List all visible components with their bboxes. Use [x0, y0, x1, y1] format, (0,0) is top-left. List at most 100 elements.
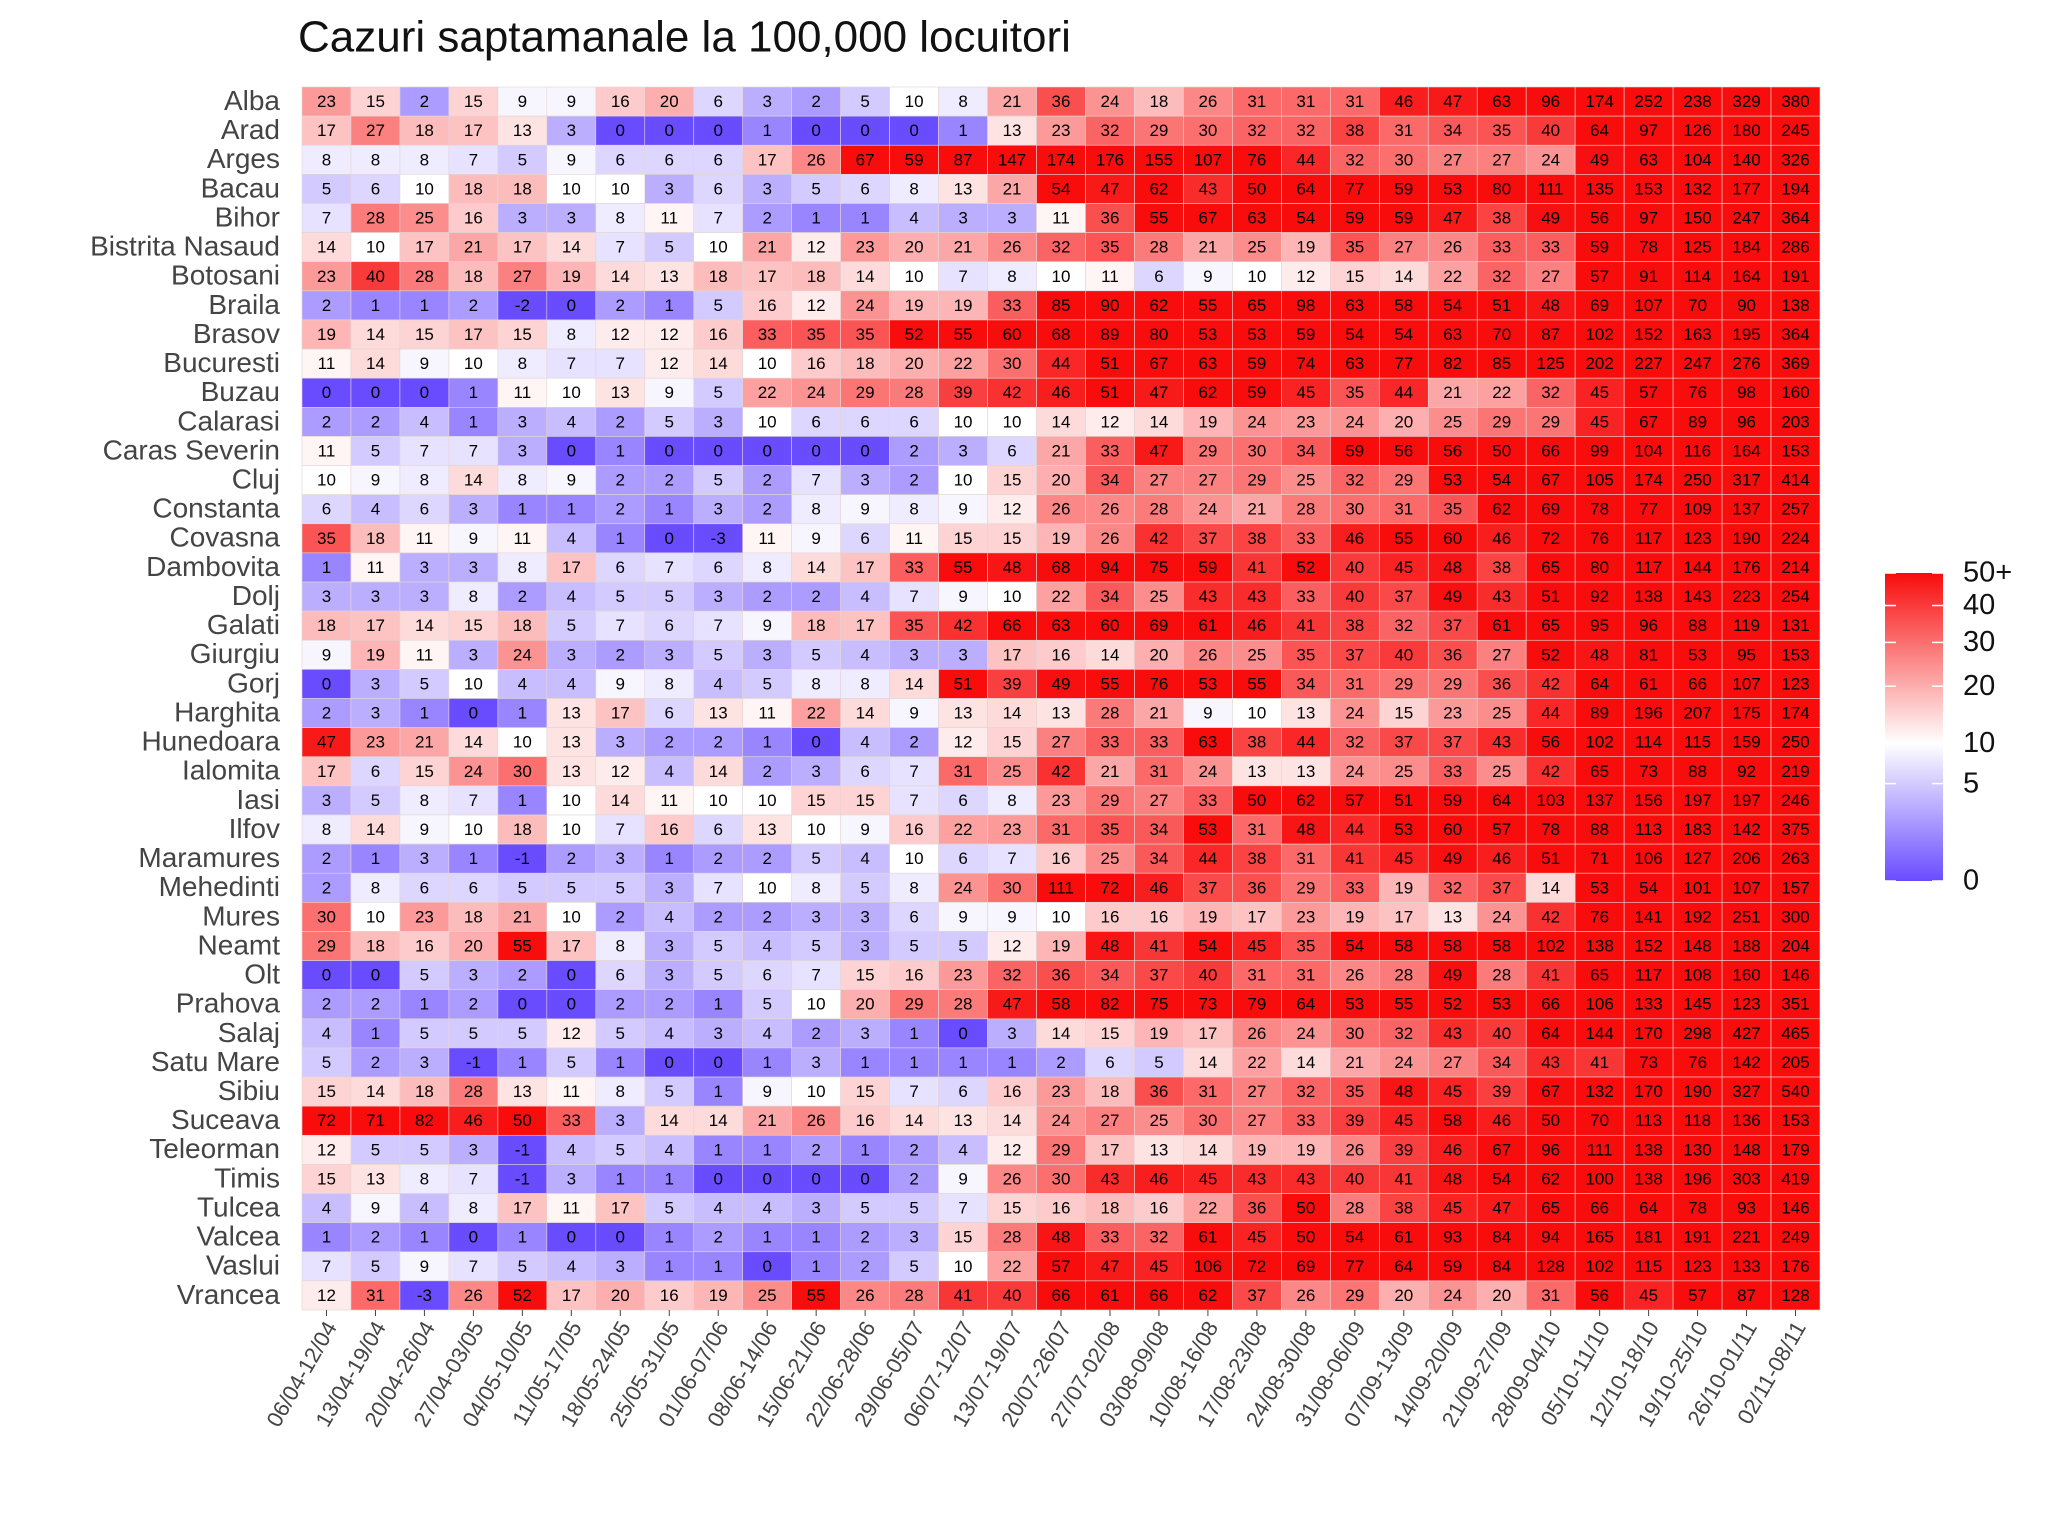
y-tick-label: Hunedoara — [141, 726, 280, 757]
cell-label: 14 — [1541, 878, 1560, 897]
heatmap-cell — [497, 232, 548, 263]
cell-label: 6 — [1154, 267, 1163, 286]
cell-label: 32 — [1149, 1228, 1168, 1247]
cell-label: 27 — [1052, 733, 1071, 752]
cell-label: 15 — [1003, 471, 1022, 490]
cell-label: 28 — [1345, 1199, 1364, 1218]
y-tick-label: Satu Mare — [151, 1046, 280, 1077]
heatmap-cell — [1672, 407, 1723, 437]
cell-label: 0 — [713, 1169, 722, 1188]
cell-label: 3 — [811, 1199, 820, 1218]
cell-label: 50 — [1247, 179, 1266, 198]
heatmap-cell — [595, 552, 646, 583]
cell-label: 17 — [562, 1286, 581, 1305]
cell-label: 46 — [1149, 1169, 1168, 1188]
heatmap-cell — [595, 581, 646, 612]
cell-label: 5 — [713, 471, 722, 490]
heatmap-cell — [1770, 232, 1821, 263]
cell-label: 38 — [1492, 558, 1511, 577]
cell-label: -1 — [515, 1169, 530, 1188]
heatmap-cell — [1036, 581, 1086, 612]
cell-label: 298 — [1683, 1024, 1711, 1043]
heatmap-cell — [1183, 348, 1233, 379]
cell-label: 38 — [1247, 529, 1266, 548]
cell-label: 27 — [1492, 645, 1511, 664]
cell-label: 6 — [811, 412, 820, 431]
cell-label: 17 — [562, 936, 581, 955]
heatmap-cell — [644, 115, 695, 146]
cell-label: 47 — [1101, 179, 1120, 198]
cell-label: 29 — [1492, 412, 1511, 431]
cell-label: 30 — [1345, 500, 1364, 519]
cell-label: 31 — [1394, 121, 1413, 140]
cell-label: 10 — [1003, 412, 1022, 431]
cell-label: 117 — [1635, 558, 1662, 577]
cell-label: 1 — [518, 500, 527, 519]
heatmap-cell — [448, 465, 499, 495]
cell-label: 205 — [1781, 1053, 1809, 1072]
cell-label: 17 — [1247, 907, 1266, 926]
cell-label: 138 — [1634, 1169, 1662, 1188]
heatmap-cell — [987, 261, 1037, 292]
heatmap-cell — [350, 523, 401, 554]
cell-label: -2 — [515, 296, 530, 315]
cell-label: 14 — [1052, 412, 1071, 431]
heatmap-cell — [889, 290, 939, 321]
cell-label: 30 — [1003, 354, 1022, 373]
cell-label: 34 — [1443, 121, 1462, 140]
cell-label: 46 — [1345, 529, 1364, 548]
cell-label: 147 — [998, 150, 1026, 169]
cell-label: 54 — [1345, 1228, 1364, 1247]
cell-label: 3 — [371, 587, 380, 606]
cell-label: 0 — [713, 121, 722, 140]
cell-label: 102 — [1585, 733, 1613, 752]
cell-label: 17 — [415, 238, 434, 257]
cell-label: 10 — [758, 354, 777, 373]
cell-label: 57 — [1688, 1286, 1707, 1305]
heatmap-cell — [1525, 465, 1576, 495]
cell-label: 67 — [1492, 1140, 1511, 1159]
cell-label: 19 — [1052, 936, 1071, 955]
cell-label: 50 — [1296, 1228, 1315, 1247]
heatmap-cell — [1770, 290, 1821, 321]
cell-label: 6 — [909, 412, 918, 431]
cell-label: 0 — [322, 674, 331, 693]
cell-label: 32 — [1296, 121, 1315, 140]
cell-label: 20 — [464, 936, 483, 955]
cell-label: 48 — [1590, 645, 1609, 664]
heatmap-cell — [840, 407, 890, 437]
cell-label: 35 — [807, 325, 826, 344]
y-tick-label: Botosani — [171, 260, 280, 291]
cell-label: 7 — [909, 791, 918, 810]
cell-label: 29 — [1149, 121, 1168, 140]
cell-label: 45 — [1394, 849, 1413, 868]
cell-label: 92 — [1590, 587, 1609, 606]
heatmap-cell — [987, 348, 1037, 379]
heatmap-cell — [742, 494, 792, 525]
cell-label: 16 — [905, 966, 924, 985]
cell-label: 8 — [371, 878, 380, 897]
cell-label: 327 — [1732, 1082, 1760, 1101]
heatmap-cell — [742, 465, 792, 495]
heatmap-cell — [742, 203, 792, 233]
cell-label: 60 — [1003, 325, 1022, 344]
heatmap-cell — [1672, 115, 1723, 146]
cell-label: 155 — [1145, 150, 1173, 169]
cell-label: 2 — [860, 1228, 869, 1247]
cell-label: 1 — [616, 1169, 625, 1188]
heatmap-cell — [1721, 552, 1772, 583]
cell-label: 5 — [567, 616, 576, 635]
cell-label: 5 — [616, 878, 625, 897]
heatmap-cell — [1183, 581, 1233, 612]
heatmap-cell — [399, 261, 450, 292]
heatmap-cell — [693, 436, 744, 466]
heatmap-cell — [1721, 494, 1772, 525]
cell-label: 8 — [909, 179, 918, 198]
cell-label: 10 — [464, 820, 483, 839]
cell-label: 5 — [762, 674, 771, 693]
heatmap-cell — [497, 319, 548, 350]
cell-label: 138 — [1634, 1140, 1662, 1159]
cell-label: 53 — [1394, 820, 1413, 839]
heatmap-cell — [742, 407, 792, 437]
heatmap-cell — [301, 290, 352, 321]
